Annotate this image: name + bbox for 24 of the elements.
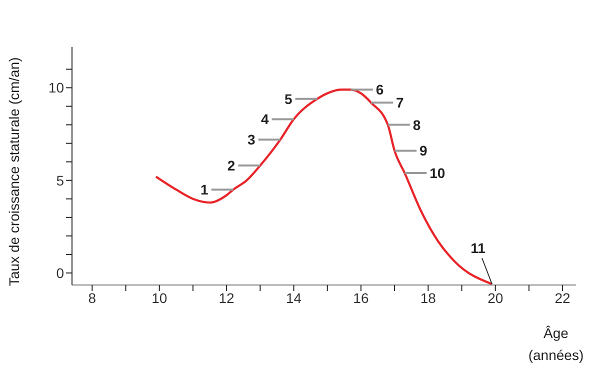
annotation: 1 [200, 182, 208, 198]
annotation: 3 [248, 132, 256, 148]
x-tick-label: 16 [353, 290, 369, 306]
x-axis-title: Âge (années) [528, 325, 584, 363]
annotation: 5 [284, 90, 292, 107]
annotation: 10 [430, 164, 446, 181]
annotation: 9 [420, 142, 428, 159]
annotation: 2 [227, 158, 236, 174]
y-tick-label: 0 [56, 264, 64, 281]
x-tick-label: 22 [554, 290, 571, 306]
annotation: 4 [260, 111, 269, 128]
x-tick-label: 8 [88, 290, 96, 306]
y-tick-label: 5 [56, 172, 64, 188]
y-axis-title: Taux de croissance staturale (cm/an) [6, 57, 22, 286]
annotation: 11 [470, 240, 486, 256]
y-tick-label: 10 [48, 80, 64, 96]
x-tick-label: 18 [420, 290, 436, 306]
annotation: 6 [376, 82, 384, 98]
annotation: 7 [396, 94, 404, 111]
x-tick-label: 12 [218, 290, 235, 306]
x-tick-label: 20 [488, 290, 504, 306]
x-tick-label: 10 [152, 290, 168, 306]
x-tick-label: 14 [286, 290, 302, 306]
annotation: 8 [412, 116, 421, 133]
